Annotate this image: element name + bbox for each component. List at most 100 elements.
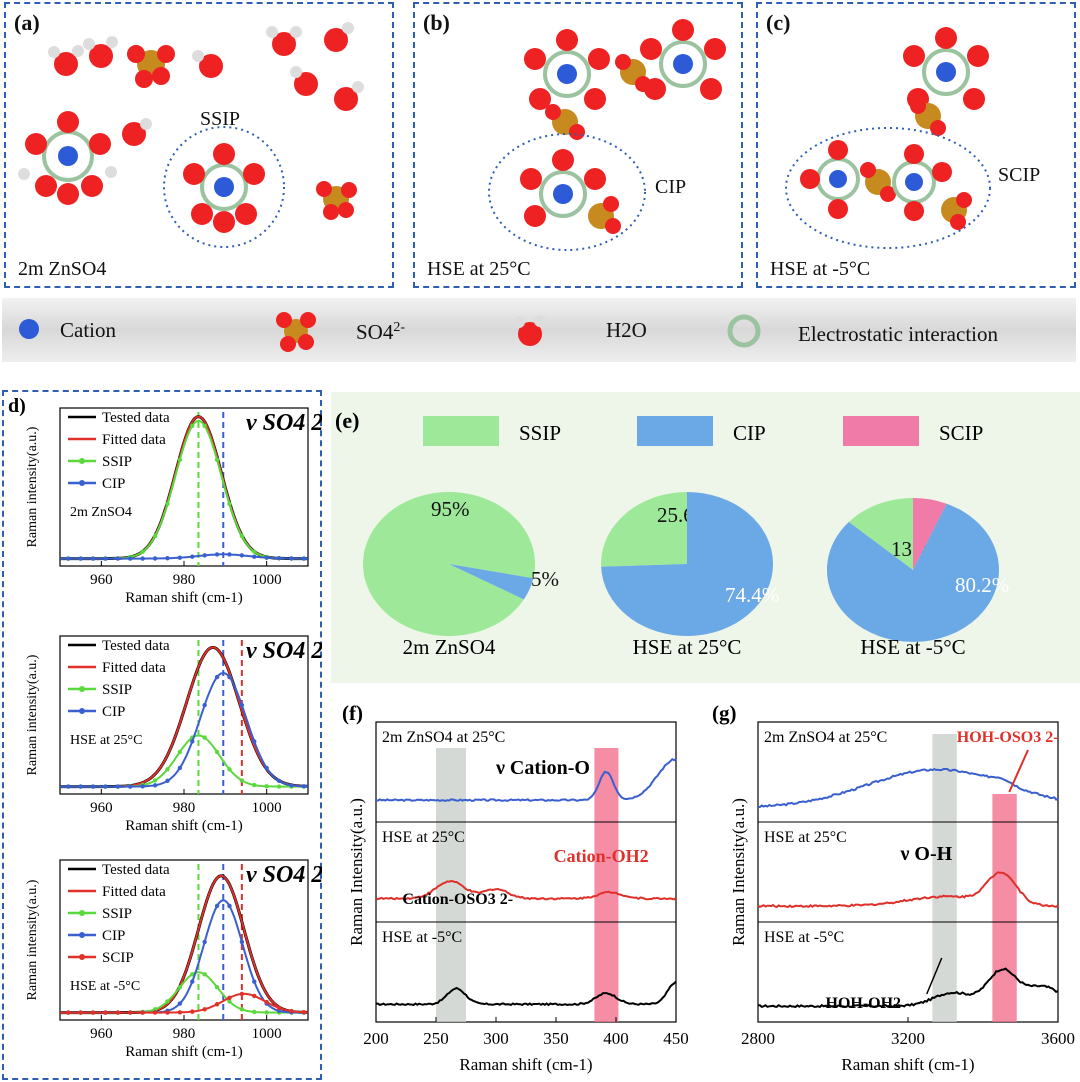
pie-slice-cip xyxy=(449,564,534,600)
series-marker xyxy=(202,423,207,429)
panel-c-caption: HSE at -5°C xyxy=(770,258,871,280)
spectrum-line-1 xyxy=(375,757,677,803)
series-marker xyxy=(140,556,145,561)
pie-slice-label: 5% xyxy=(531,567,559,591)
series-marker xyxy=(264,999,269,1005)
panel-b: (b) CIP HSE at 25°C xyxy=(413,2,743,288)
sulfate-ion xyxy=(127,45,175,88)
pie-slice-scip xyxy=(913,497,947,570)
series-marker xyxy=(177,765,183,771)
x-tick-label: 980 xyxy=(173,572,196,588)
cation-icon xyxy=(19,319,39,339)
panel-a-label: (a) xyxy=(14,10,40,35)
x-axis-label: Raman shift (cm-1) xyxy=(125,1044,242,1060)
series-marker xyxy=(165,556,170,561)
series-marker xyxy=(276,556,282,561)
electrostatic-ring-icon xyxy=(727,314,761,348)
pie-legend-swatch xyxy=(637,416,713,446)
series-marker xyxy=(140,784,145,789)
legend-marker xyxy=(79,480,85,486)
water-molecule xyxy=(266,26,302,56)
x-tick-label: 980 xyxy=(173,800,196,816)
series-marker xyxy=(103,1010,108,1015)
water-molecule xyxy=(324,22,354,52)
legend-label: Fitted data xyxy=(102,660,166,676)
legend-marker xyxy=(79,458,85,464)
series-marker xyxy=(177,457,183,462)
series-marker xyxy=(214,749,220,755)
panel-g-chart: (g) 2m ZnSO4 at 25°C HSE at 25°C HSE at -5°… xyxy=(712,701,1075,1074)
ssip-cluster xyxy=(183,143,265,233)
series-marker xyxy=(128,784,133,789)
series-marker xyxy=(264,555,269,560)
raman-fit-d-bot: 960 980 1000 Raman shift (cm-1) Raman intens… xyxy=(25,859,322,1060)
series-marker xyxy=(227,674,232,680)
series-marker xyxy=(301,556,307,561)
series-marker xyxy=(264,1010,269,1015)
legend-label: Fitted data xyxy=(102,432,166,448)
panel-c: (c) SCIP HSE at -5°C xyxy=(756,2,1076,288)
x-axis-label: Raman shift (cm-1) xyxy=(125,818,242,834)
spectrum-label: HSE at -5°C xyxy=(764,929,844,946)
series-marker xyxy=(252,554,257,559)
panel-b-label: (b) xyxy=(423,10,450,35)
annotation-hoh-oso3: HOH-OSO3 2- xyxy=(957,729,1059,746)
pie-slice-label: 95% xyxy=(431,497,470,521)
raman-fit-d-top: 960 980 1000 Raman shift (cm-1) Raman intens… xyxy=(8,395,322,606)
spectrum-line-3 xyxy=(376,980,677,1007)
plot-frame xyxy=(59,407,309,567)
series-marker xyxy=(227,995,232,1000)
pie-caption: 2m ZnSO4 xyxy=(403,635,496,659)
series-marker xyxy=(103,784,108,789)
raman-fit-d-mid: 960 980 1000 Raman shift (cm-1) Raman intens… xyxy=(25,635,322,834)
series-marker xyxy=(227,552,232,557)
series-marker xyxy=(115,556,121,561)
series-marker xyxy=(190,1009,195,1014)
panel-e-label: (e) xyxy=(335,408,359,433)
panel-c-label: (c) xyxy=(766,10,791,35)
annotation-arrow xyxy=(926,957,943,995)
x-axis-label: Raman shift (cm-1) xyxy=(125,590,242,606)
series-marker xyxy=(239,778,245,783)
cip-cluster xyxy=(520,149,621,234)
pie-legend-label: SSIP xyxy=(519,421,561,445)
series-marker xyxy=(103,556,108,561)
x-tick-label: 3200 xyxy=(891,1029,925,1048)
pie-caption: HSE at -5°C xyxy=(860,635,965,659)
water-molecule xyxy=(83,36,118,68)
legend-label: Tested data xyxy=(102,638,170,654)
pie-legend-label: SCIP xyxy=(939,421,983,445)
series-marker xyxy=(239,991,245,997)
legend-label: Tested data xyxy=(102,410,170,426)
pie-slice-label: 74.4% xyxy=(725,583,779,607)
x-tick-label: 2800 xyxy=(741,1029,775,1048)
annotation-hoh-oh2: HOH-OH2 xyxy=(826,995,902,1012)
annotation-cation-oso3: Cation-OSO3 2- xyxy=(402,891,513,908)
series-marker xyxy=(177,749,183,755)
highlight-band-pink xyxy=(594,748,619,1022)
nu-so4-title: ν SO4 2− xyxy=(246,638,322,664)
y-axis-label: Raman Intensity(a.u.) xyxy=(347,798,366,946)
legend-marker xyxy=(79,910,85,916)
series-marker xyxy=(165,999,170,1004)
panel-a-molecules xyxy=(18,22,364,248)
panel-d-label: d) xyxy=(8,395,26,417)
series-marker xyxy=(78,784,83,789)
legend-sulfate-charge: 2- xyxy=(393,320,406,335)
series-marker xyxy=(289,1008,294,1014)
series-marker xyxy=(140,549,145,554)
spectrum-line-2 xyxy=(375,879,677,901)
legend-marker xyxy=(79,708,85,714)
series-marker xyxy=(214,674,220,680)
series-marker xyxy=(227,903,232,909)
nu-so4-title: ν SO4 2− xyxy=(246,410,322,436)
x-axis-label: Raman shift (cm-1) xyxy=(459,1055,592,1074)
series-marker xyxy=(214,457,220,462)
water-molecule xyxy=(48,45,84,76)
series-marker xyxy=(66,556,71,561)
series-marker xyxy=(190,979,195,984)
pie-slice-cip xyxy=(601,492,774,636)
series-marker xyxy=(214,985,220,990)
cip-ellipse xyxy=(488,133,646,251)
x-tick-label: 450 xyxy=(663,1029,689,1048)
